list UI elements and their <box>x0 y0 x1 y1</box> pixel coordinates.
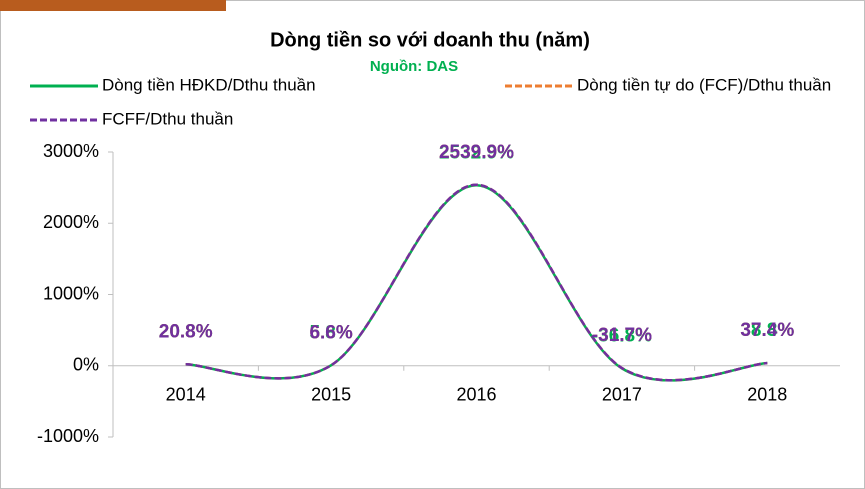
data-label: 6.6% <box>309 322 352 343</box>
y-tick-label: 3000% <box>43 141 99 161</box>
data-label: 2539.9% <box>439 142 514 163</box>
data-label: 38.8% <box>740 320 794 341</box>
data-label: 20.8% <box>159 321 213 342</box>
data-label: 37.4% <box>740 320 794 341</box>
data-label: -31.7% <box>592 325 652 346</box>
data-label: 20.8% <box>159 321 213 342</box>
data-label: 2532.9% <box>439 142 514 163</box>
y-tick-label: 0% <box>73 355 99 375</box>
legend-label: FCFF/Dthu thuần <box>102 109 233 128</box>
chart-title: Dòng tiền so với doanh thu (năm) <box>270 29 590 51</box>
tab <box>0 0 226 11</box>
legend-label: Dòng tiền tự do (FCF)/Dthu thuần <box>577 75 831 94</box>
data-label: 5.8% <box>309 322 352 343</box>
series-line <box>185 183 768 382</box>
x-tick-label: 2015 <box>311 385 351 405</box>
x-tick-label: 2016 <box>456 385 496 405</box>
x-tick-label: 2017 <box>602 385 642 405</box>
data-label: -31.7% <box>592 325 652 346</box>
data-label: 6.6% <box>309 322 352 343</box>
x-tick-label: 2014 <box>166 385 206 405</box>
data-label: 20.8% <box>159 321 213 342</box>
legend-label: Dòng tiền HĐKD/Dthu thuần <box>102 75 316 94</box>
data-label: -36.8% <box>592 325 652 346</box>
x-tick-label: 2018 <box>747 385 787 405</box>
data-label: 2539.9% <box>439 142 514 163</box>
data-label: 37.4% <box>740 320 794 341</box>
y-tick-label: -1000% <box>37 426 99 446</box>
chart-subtitle: Nguồn: DAS <box>370 58 458 75</box>
y-tick-label: 2000% <box>43 212 99 232</box>
y-tick-label: 1000% <box>43 283 99 303</box>
